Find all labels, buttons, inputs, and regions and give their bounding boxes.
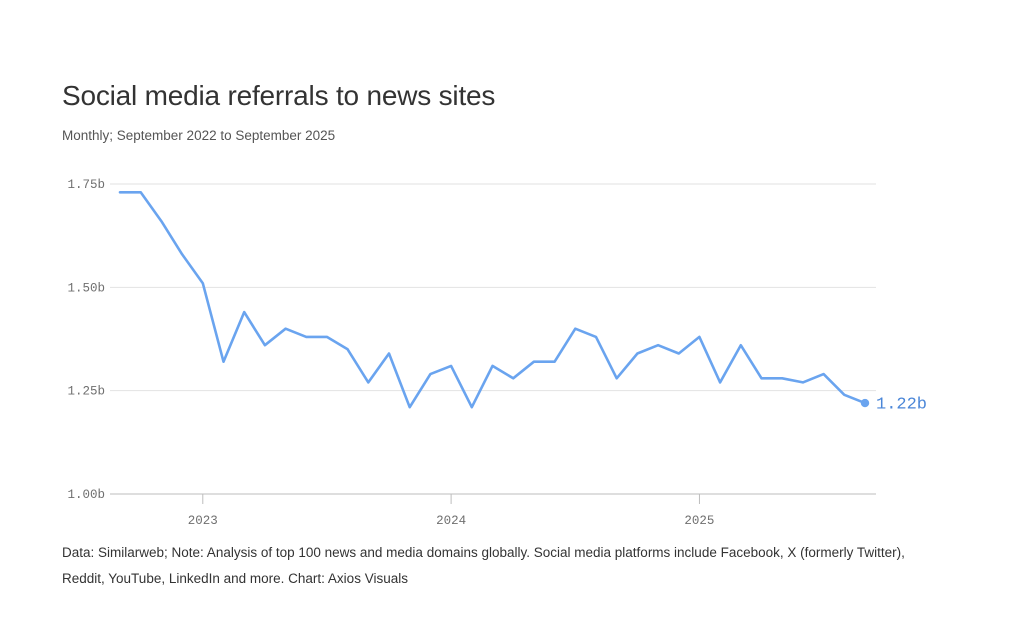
- y-tick-label: 1.25b: [67, 385, 105, 399]
- y-tick-label: 1.50b: [67, 281, 105, 295]
- y-tick-label: 1.00b: [67, 488, 105, 502]
- chart-title: Social media referrals to news sites: [62, 80, 496, 111]
- chart-footnote: Data: Similarweb; Note: Analysis of top …: [62, 545, 905, 586]
- y-tick-label: 1.75b: [67, 178, 105, 192]
- series-line: [118, 191, 867, 409]
- x-tick-label: 2023: [188, 514, 218, 528]
- end-point-marker: [860, 398, 870, 408]
- series-layer: 1.22b: [118, 191, 927, 415]
- x-tick-label: 2025: [684, 514, 714, 528]
- end-value-label: 1.22b: [876, 396, 927, 415]
- axis-labels: 1.00b 1.25b 1.50b 1.75b 2023 2024 2025: [67, 178, 714, 528]
- x-tick-label: 2024: [436, 514, 466, 528]
- line-chart: 1.00b 1.25b 1.50b 1.75b 2023 2024 2025 1.22b: [67, 178, 927, 528]
- chart-subtitle: Monthly; September 2022 to September 202…: [62, 128, 336, 143]
- gridlines: [110, 183, 876, 495]
